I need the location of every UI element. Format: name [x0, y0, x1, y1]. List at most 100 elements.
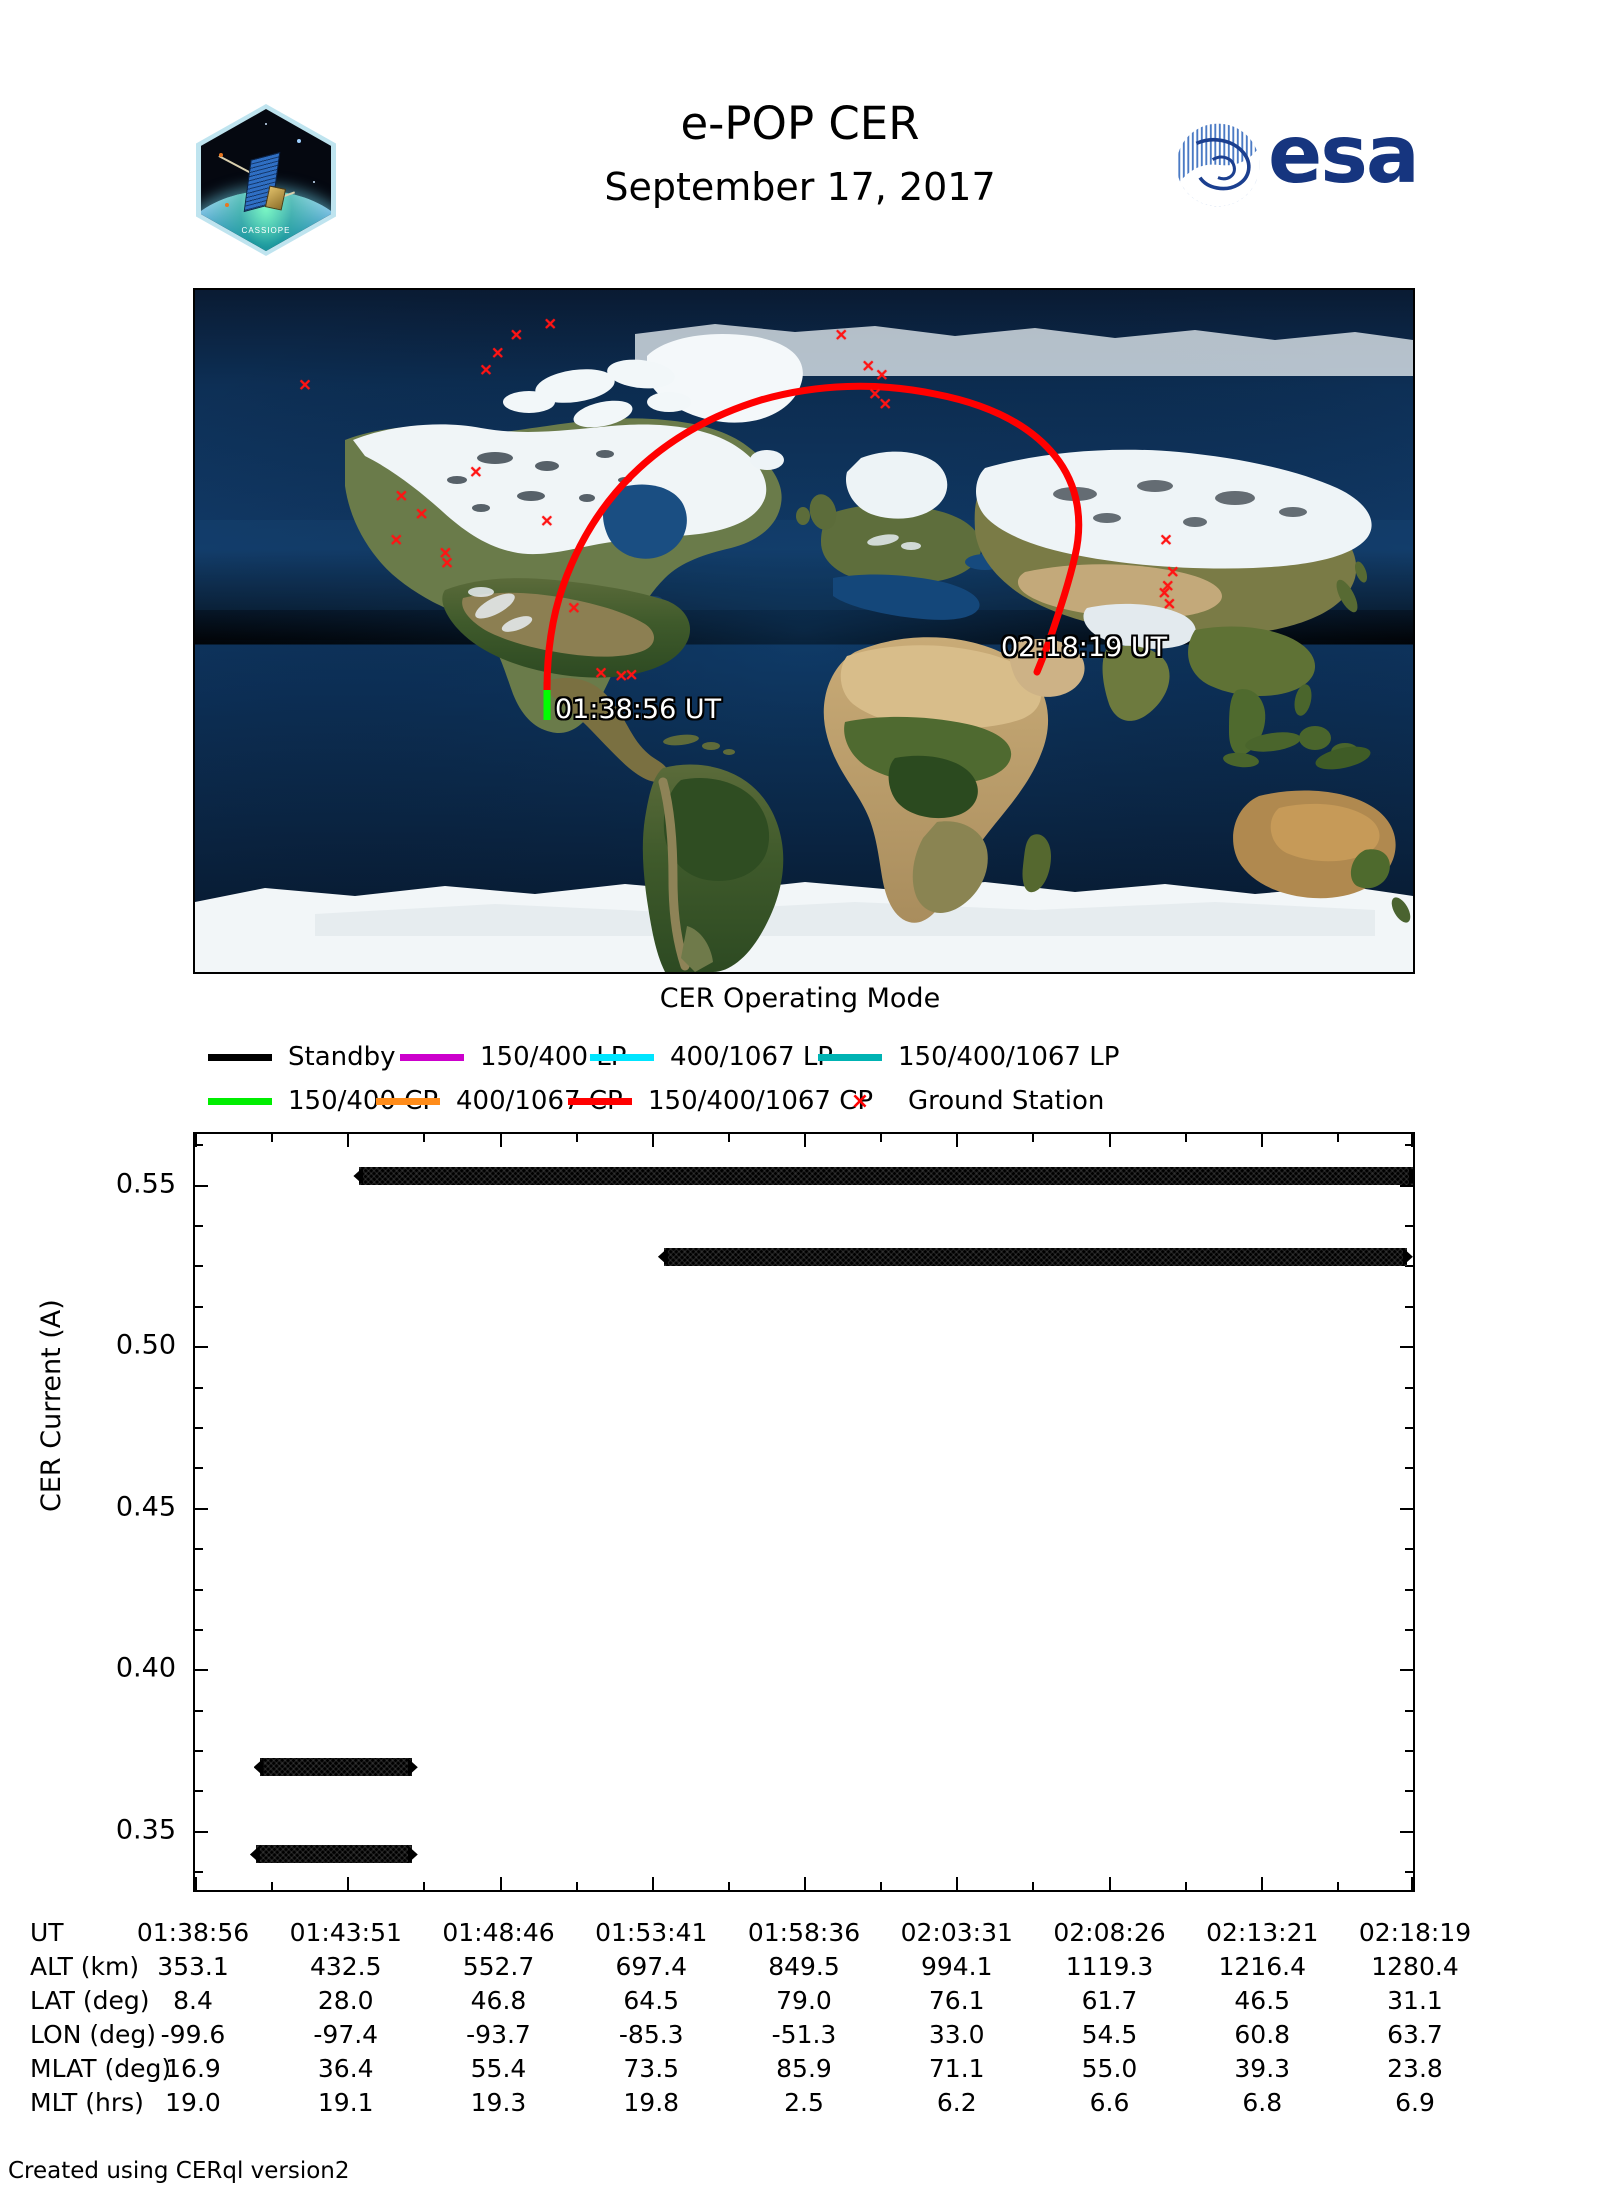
data-series-band: [663, 1247, 1407, 1266]
page-header: CASSIOPE e-POP CER September 17, 2017: [0, 0, 1600, 290]
x-axis-minor-tick: [1184, 1134, 1187, 1142]
y-axis-minor-tick: [195, 1386, 203, 1389]
x-axis-tick-top: [499, 1134, 502, 1147]
page-title: e-POP CER: [680, 97, 920, 150]
y-axis-minor-tick: [195, 1265, 203, 1268]
table-cell: 55.4: [470, 2054, 527, 2083]
table-cell: 19.0: [165, 2088, 221, 2117]
x-axis-tick: [1411, 1877, 1413, 1890]
table-cell: -93.7: [466, 2020, 531, 2049]
legend-color-swatch: [400, 1053, 464, 1061]
table-cell: 73.5: [623, 2054, 680, 2083]
table-row: LAT (deg) 8.4 28.0 46.8 64.5 79.0 76.1 61.7 46.5…: [0, 1986, 1600, 2020]
table-cell: 19.8: [623, 2088, 680, 2117]
x-axis-tick: [347, 1877, 350, 1890]
esa-logo: esa: [1172, 108, 1462, 210]
satellite-graphic: [218, 151, 295, 215]
table-cell: 1280.4: [1371, 1952, 1459, 1981]
ground-station-marker: ×: [539, 511, 554, 532]
esa-wordmark: esa: [1268, 108, 1420, 201]
x-axis-tick: [195, 1877, 197, 1890]
table-cell: 02:18:19: [1358, 1918, 1472, 1947]
x-axis-minor-tick: [1032, 1882, 1035, 1890]
cer-current-scatter-plot[interactable]: [193, 1132, 1415, 1892]
map-canvas: [195, 290, 1413, 972]
ground-station-marker: ×: [867, 384, 883, 405]
legend-label: 400/1067 LP: [670, 1042, 833, 1072]
table-cell: 63.7: [1387, 2020, 1443, 2049]
x-axis-tick-top: [195, 1134, 197, 1147]
ground-station-marker: ×: [593, 662, 609, 683]
legend-item[interactable]: × Ground Station: [828, 1086, 1105, 1116]
legend-color-swatch: [568, 1097, 632, 1105]
table-cell: 79.0: [776, 1986, 832, 2015]
y-axis-minor-tick: [1405, 1467, 1413, 1470]
ground-station-marker: ×: [1157, 583, 1172, 604]
y-axis-tick-label: 0.40: [115, 1652, 176, 1684]
table-cell: 552.7: [462, 1952, 535, 1981]
ground-station-marker: ×: [1162, 594, 1177, 615]
ground-station-marker: ×: [297, 375, 313, 396]
x-axis-minor-tick: [423, 1882, 426, 1890]
ground-station-marker: ×: [490, 342, 505, 363]
ground-station-marker: ×: [878, 393, 893, 414]
y-axis-minor-tick: [1405, 1225, 1413, 1228]
ground-station-marker: ×: [614, 666, 629, 687]
table-cell: 01:38:56: [136, 1918, 250, 1947]
x-axis-minor-tick: [727, 1134, 730, 1142]
y-axis-tick: [1400, 1346, 1413, 1349]
y-axis-minor-tick: [1405, 1588, 1413, 1591]
y-axis-minor-tick: [1405, 1265, 1413, 1268]
y-axis-minor-tick: [195, 1709, 203, 1712]
x-axis-tick: [956, 1877, 959, 1890]
table-cell: 01:53:41: [595, 1918, 708, 1947]
legend-item[interactable]: 150/400/1067 CP: [568, 1086, 873, 1116]
x-axis-tick: [499, 1877, 502, 1890]
ground-station-marker: ×: [624, 664, 639, 685]
footer-note: Created using CERql version2: [8, 2158, 350, 2184]
y-axis-tick-label: 0.45: [115, 1491, 176, 1523]
table-cell: 31.1: [1387, 1986, 1443, 2015]
table-cell: 697.4: [615, 1952, 688, 1981]
legend-item[interactable]: Standby: [208, 1042, 396, 1072]
x-axis-tick: [1108, 1877, 1111, 1890]
ground-station-icon: ×: [850, 1088, 870, 1114]
legend-row: Standby 150/400 LP 400/1067 LP 150/400/1067…: [208, 1035, 1438, 1079]
table-cell: 46.8: [470, 1986, 527, 2015]
table-row-label: MLAT (deg): [30, 2054, 172, 2083]
y-axis-minor-tick: [195, 1305, 203, 1308]
y-axis-tick: [195, 1830, 208, 1833]
legend-label: 150/400/1067 LP: [898, 1042, 1120, 1072]
table-cell: 01:48:46: [442, 1918, 555, 1947]
table-cell: 16.9: [165, 2054, 221, 2083]
x-axis-minor-tick: [575, 1134, 578, 1142]
legend-label: Standby: [288, 1042, 396, 1072]
ground-station-marker: ×: [438, 543, 453, 564]
legend-item[interactable]: 400/1067 LP: [590, 1042, 833, 1072]
world-map[interactable]: × × × × × × × × × × × × × × × × × × × × × × × × × × 01:38:56 UT 0…: [193, 288, 1415, 974]
x-axis-minor-tick: [1184, 1882, 1187, 1890]
table-cell: 02:03:31: [900, 1918, 1013, 1947]
y-axis-minor-tick: [1405, 1790, 1413, 1793]
ground-station-marker: ×: [439, 552, 455, 573]
page-date: September 17, 2017: [604, 165, 996, 210]
table-cell: 02:08:26: [1053, 1918, 1166, 1947]
legend-color-swatch: [376, 1097, 440, 1105]
table-cell: 994.1: [920, 1952, 993, 1981]
legend-item[interactable]: 150/400/1067 LP: [818, 1042, 1119, 1072]
y-axis-tick-label: 0.50: [115, 1329, 176, 1361]
ground-station-marker: ×: [389, 530, 404, 551]
legend-title: CER Operating Mode: [659, 983, 941, 1014]
table-cell: 19.1: [317, 2088, 374, 2117]
table-row: UT 01:38:56 01:43:51 01:48:46 01:53:41 01:58:…: [0, 1918, 1600, 1952]
ephemeris-table: UT 01:38:56 01:43:51 01:48:46 01:53:41 01:58:…: [0, 1918, 1600, 2122]
cassiope-logo-label: CASSIOPE: [241, 226, 291, 235]
y-axis-minor-tick: [195, 1750, 203, 1753]
ground-station-marker: ×: [543, 314, 558, 335]
ground-station-marker: ×: [861, 355, 876, 376]
map-end-time-label: 02:18:19 UT: [1001, 632, 1168, 663]
x-axis-tick-top: [651, 1134, 654, 1147]
y-axis-tick: [195, 1184, 208, 1187]
y-axis-tick: [1400, 1830, 1413, 1833]
table-row-label: UT: [30, 1918, 64, 1947]
